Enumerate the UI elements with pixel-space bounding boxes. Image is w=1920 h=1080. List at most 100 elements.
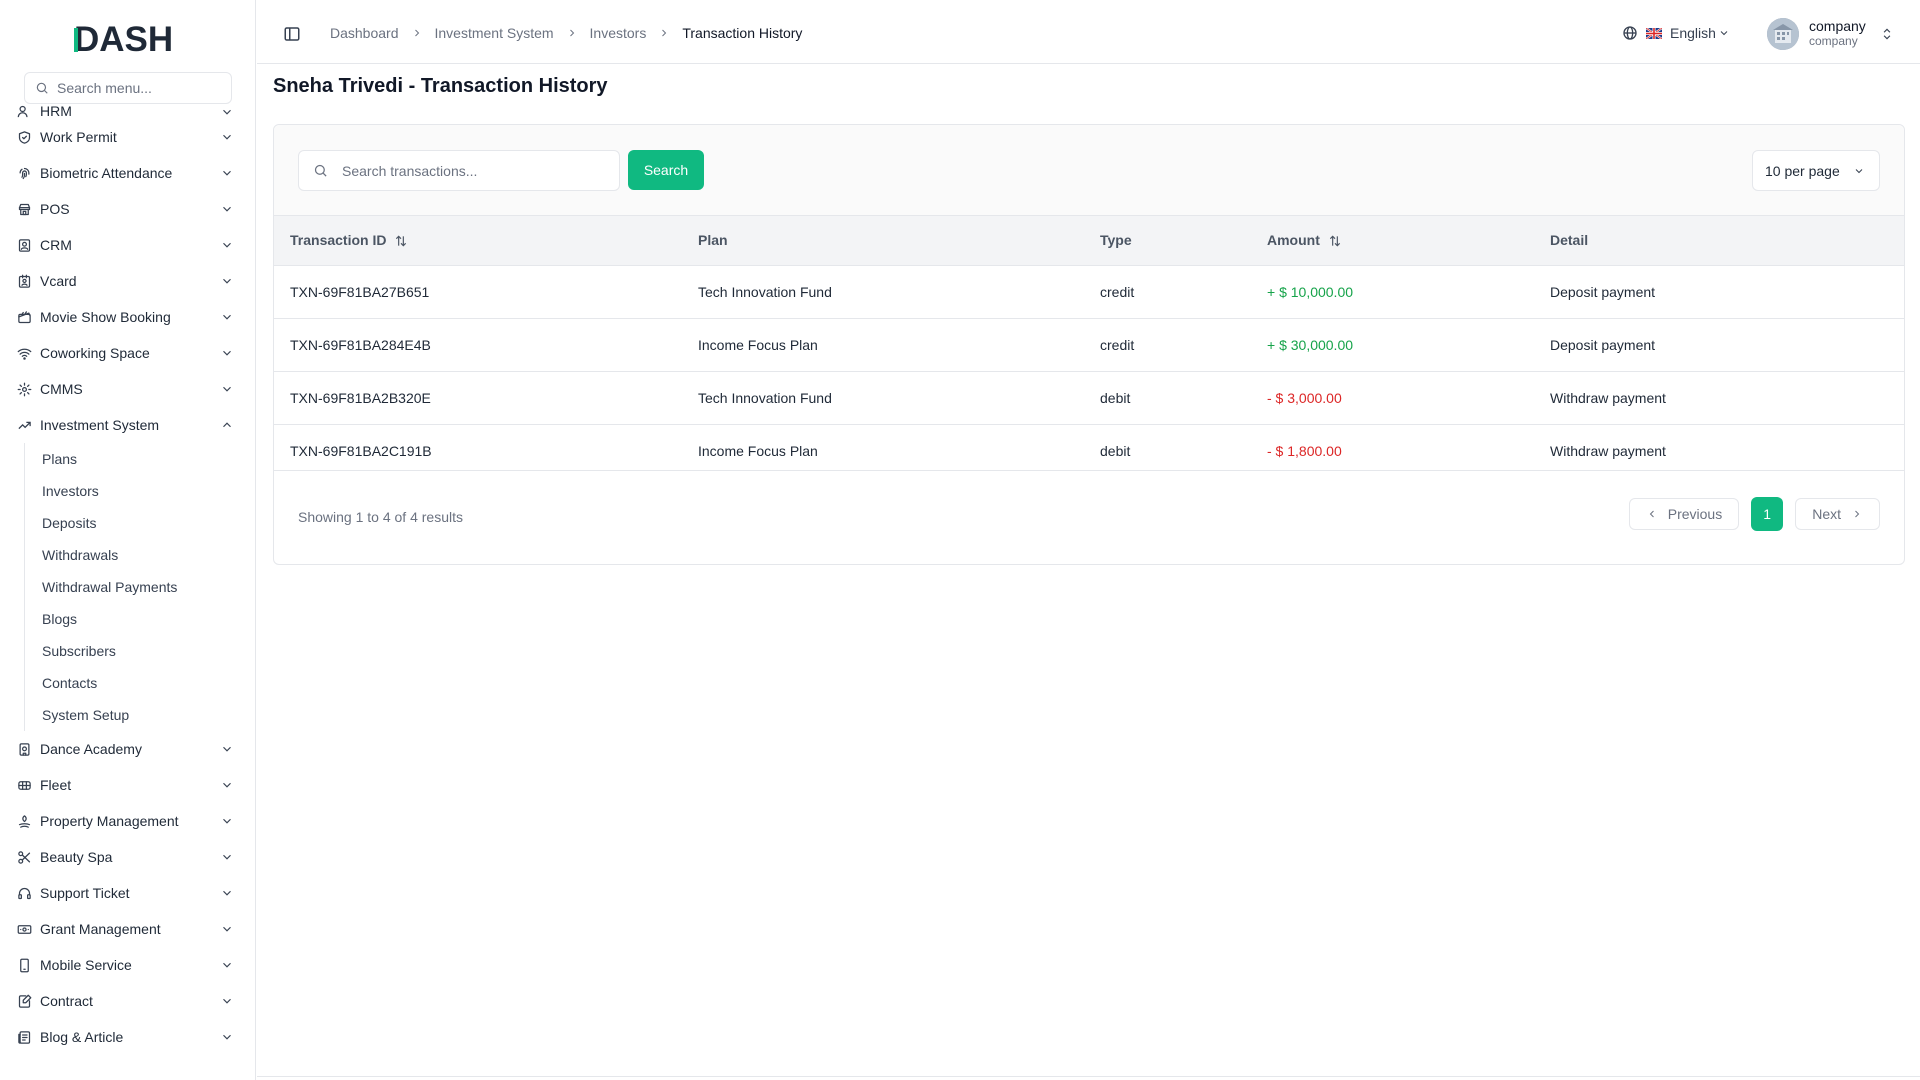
submenu-item-subscribers[interactable]: Subscribers [42,643,116,659]
submenu-item-investors[interactable]: Investors [42,483,99,499]
sidebar-item-coworking-space[interactable]: Coworking Space [0,335,255,371]
sidebar-item-label: Blog & Article [40,1029,124,1045]
sidebar-item-cmms[interactable]: CMMS [0,371,255,407]
sidebar-item-dance-academy[interactable]: Dance Academy [0,731,255,767]
chevron-down-icon [223,818,231,824]
type-cell: credit [1100,283,1135,300]
sidebar-item-fleet[interactable]: Fleet [0,767,255,803]
sort-icon [396,235,407,247]
svg-text:DASH: DASH [74,20,173,59]
search-button[interactable]: Search [628,150,704,190]
chevron-down-icon [223,109,231,115]
sidebar-item-label: CRM [40,237,72,253]
chevron-down-icon [223,134,231,140]
sidebar-item-investment-system[interactable]: Investment System [0,407,255,443]
column-header-transaction-id[interactable]: Transaction ID [274,216,682,265]
sidebar-item-work-permit[interactable]: Work Permit [0,119,255,155]
key-icon [16,813,32,829]
amount-cell: - $ 3,000.00 [1267,389,1342,406]
chevron-down-icon [223,782,231,788]
dash-logo: DASH [74,20,173,59]
sidebar-toggle-icon[interactable] [283,25,301,43]
submenu-item-blogs[interactable]: Blogs [42,611,78,627]
top-header: Dashboard Investment System Investors Trans… [257,0,1920,64]
car-icon [16,777,32,793]
building-icon [16,741,32,757]
transaction-search-input[interactable] [342,162,612,179]
amount-cell: - $ 1,800.00 [1267,442,1342,459]
investment-submenu: Plans Investors Deposits Withdrawals Withdra… [24,443,255,731]
sidebar-item-beauty-spa[interactable]: Beauty Spa [0,839,255,875]
breadcrumb-link-investors[interactable]: Investors [589,25,647,41]
table-row: TXN-69F81BA27B651 Tech Innovation Fund cre… [274,265,1904,318]
breadcrumb-current: Transaction History [682,25,803,41]
breadcrumb-link-dashboard[interactable]: Dashboard [330,25,399,41]
table-footer: Showing 1 to 4 of 4 results Previous 1 N… [274,470,1904,565]
sidebar-item-crm[interactable]: CRM [0,227,255,263]
table-header-row: Transaction ID Plan Type Amount Detail [274,216,1904,265]
sidebar-item-label: Biometric Attendance [40,165,173,181]
transaction-search[interactable] [298,150,620,191]
sidebar-item-property-management[interactable]: Property Management [0,803,255,839]
menu-search-input[interactable] [57,80,217,96]
sidebar-item-label: Mobile Service [40,957,132,973]
results-summary: Showing 1 to 4 of 4 results [298,509,463,525]
sidebar-item-label: Property Management [40,813,179,829]
chevron-down-icon [1855,169,1863,174]
submenu-item-deposits[interactable]: Deposits [42,515,97,531]
sidebar-item-mobile-service[interactable]: Mobile Service [0,947,255,983]
sidebar-item-blog-and-article[interactable]: Blog & Article [0,1019,255,1055]
file-signature-icon [16,993,32,1009]
chevron-down-icon [223,314,231,320]
uk-flag-icon [1646,27,1662,39]
scissors-icon [16,849,32,865]
page-bottom-border [257,1076,1920,1077]
sidebar-item-contract[interactable]: Contract [0,983,255,1019]
submenu-item-plans[interactable]: Plans [42,451,78,467]
per-page-value: 10 per page [1765,162,1840,179]
table-row: TXN-69F81BA284E4B Income Focus Plan credit… [274,318,1904,371]
submenu-item-withdrawals[interactable]: Withdrawals [42,547,119,563]
chevron-right-icon [1855,510,1860,518]
chevron-down-icon [223,278,231,284]
chevron-down-icon [1720,31,1728,36]
language-selector[interactable]: English [1622,25,1730,41]
submenu-item-system-setup[interactable]: System Setup [42,707,130,723]
chevron-right-icon [569,29,574,37]
type-cell: debit [1100,442,1131,459]
chevron-down-icon [223,890,231,896]
sidebar-item-pos[interactable]: POS [0,191,255,227]
sidebar-item-label: Movie Show Booking [40,309,171,325]
type-cell: credit [1100,336,1135,353]
submenu-item-withdrawal-payments[interactable]: Withdrawal Payments [42,579,178,595]
submenu-item-contacts[interactable]: Contacts [42,675,98,691]
sidebar-item-label: POS [40,201,70,217]
search-icon [36,82,48,94]
per-page-select[interactable]: 10 per page [1752,150,1880,191]
sidebar-item-grant-management[interactable]: Grant Management [0,911,255,947]
sidebar-item-movie-show-booking[interactable]: Movie Show Booking [0,299,255,335]
menu-search[interactable] [24,72,232,104]
sidebar-nav: HRM Work Permit Biometric Attendance POS CR… [0,102,255,1055]
table-row: TXN-69F81BA2C191B Income Focus Plan debit -… [274,424,1904,477]
sidebar-item-biometric-attendance[interactable]: Biometric Attendance [0,155,255,191]
sidebar-item-vcard[interactable]: Vcard [0,263,255,299]
next-page-button[interactable]: Next [1795,498,1880,530]
detail-cell: Deposit payment [1550,283,1656,300]
sidebar-item-support-ticket[interactable]: Support Ticket [0,875,255,911]
headset-icon [16,885,32,901]
plan-cell: Tech Innovation Fund [698,283,832,300]
column-header-amount[interactable]: Amount [1251,216,1534,265]
amount-cell: + $ 30,000.00 [1267,336,1354,353]
page-title: Sneha Trivedi - Transaction History [273,75,608,97]
page-number-button[interactable]: 1 [1751,497,1784,531]
user-menu[interactable]: company company [1767,18,1894,50]
sidebar-item-hrm[interactable]: HRM [0,102,255,119]
chevron-up-icon [223,422,231,428]
breadcrumb-link-investment-system[interactable]: Investment System [434,25,554,41]
previous-page-button[interactable]: Previous [1628,498,1740,530]
chevron-down-icon [223,1034,231,1040]
plan-cell: Income Focus Plan [698,442,818,459]
column-header-type: Type [1100,232,1132,249]
avatar [1767,18,1799,50]
